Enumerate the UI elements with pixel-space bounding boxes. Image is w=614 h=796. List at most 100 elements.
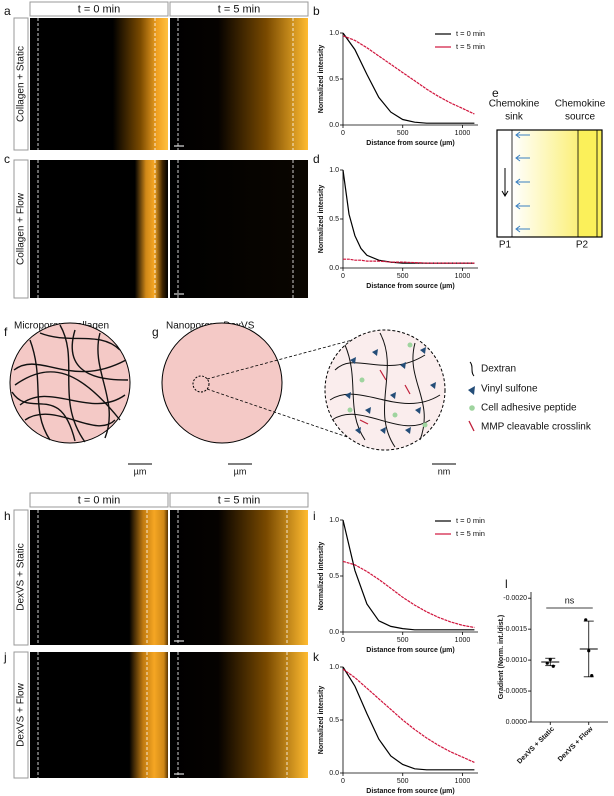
x-tick-label: 0	[341, 637, 345, 644]
legend-icon	[469, 405, 475, 411]
scale-label: nm	[438, 466, 451, 476]
header-box	[29, 492, 169, 508]
dexvs-schematic: g Nanoporous DexVS nm µm Dextran Vinyl s…	[152, 321, 592, 477]
row-box	[13, 651, 29, 779]
channel-edges	[37, 18, 294, 298]
port-label: P1	[499, 240, 512, 251]
y-tick-label: -0.0005	[503, 688, 527, 695]
x-tick-label: 1000	[455, 637, 471, 644]
series-line	[342, 519, 475, 631]
y-tick-label: 1.0	[329, 167, 339, 174]
time-header: t = 5 min	[218, 494, 261, 506]
row-box	[13, 17, 29, 151]
y-tick-label: 0.0	[329, 770, 339, 777]
sink-label: Chemokine	[489, 99, 540, 110]
series-line	[342, 668, 475, 763]
x-axis-title: Distance from source (µm)	[366, 140, 454, 147]
legend-text: Vinyl sulfone	[481, 384, 538, 395]
legend-icon	[469, 361, 475, 377]
header-box	[169, 1, 309, 17]
micrograph	[30, 160, 168, 298]
legend-text: MMP cleavable crosslink	[481, 422, 592, 433]
source-label: source	[565, 112, 595, 123]
x-axis-title: Distance from source (µm)	[366, 283, 454, 290]
micrograph	[170, 652, 308, 778]
micrograph	[170, 18, 308, 150]
time-header: t = 0 min	[78, 3, 121, 15]
micrograph	[30, 510, 168, 645]
header-box	[29, 1, 169, 17]
legend-label: t = 5 min	[456, 42, 485, 51]
micrograph	[170, 160, 308, 298]
row-label: DexVS + Flow	[16, 682, 27, 746]
legend-icon	[468, 420, 475, 432]
y-tick-label: 0.0	[329, 629, 339, 636]
data-point	[584, 618, 588, 622]
panel-label: d	[313, 152, 320, 166]
row-box	[13, 159, 29, 299]
gel-region	[512, 130, 578, 237]
series-line	[342, 560, 475, 629]
x-tick-label: DexVS + Flow	[557, 725, 595, 763]
y-tick-label: 0.5	[329, 717, 339, 724]
x-tick-label: 1000	[455, 273, 471, 280]
x-axis-title: Distance from source (µm)	[366, 788, 454, 795]
y-tick-label: -0.0010	[503, 657, 527, 664]
vinyl-sulfone-marks	[345, 347, 436, 434]
legend-text: Cell adhesive peptide	[481, 403, 577, 414]
flux-arrows	[515, 131, 530, 233]
series-line	[342, 35, 475, 115]
dextran-chains	[329, 332, 441, 448]
y-axis-title: Gradient (Norm. int./dist.)	[498, 615, 505, 699]
device-schematic: e Chemokine sink Chemokine source P1 P2	[489, 86, 606, 250]
y-tick-label: 0.0	[329, 122, 339, 129]
y-axis-title: Normalized intensity	[318, 185, 325, 254]
row-label: Collagen + Static	[16, 46, 27, 122]
peptide-marks	[347, 342, 428, 428]
panel-label: k	[313, 650, 320, 664]
row-label: DexVS + Static	[16, 543, 27, 611]
series-line	[342, 169, 475, 264]
source-label: Chemokine	[555, 99, 606, 110]
x-tick-label: 1000	[455, 778, 471, 785]
legend-label: t = 5 min	[456, 529, 485, 538]
y-axis-title: Normalized intensity	[318, 686, 325, 755]
port-label: P2	[576, 240, 589, 251]
data-point	[590, 673, 594, 678]
legend-text: Dextran	[481, 364, 516, 375]
x-tick-label: DexVS + Static	[516, 726, 556, 766]
significance-label: ns	[565, 595, 575, 605]
series-line	[342, 666, 475, 771]
legend-label: t = 0 min	[456, 29, 485, 38]
series-line	[343, 258, 475, 264]
y-tick-label: -0.0020	[503, 595, 527, 602]
source-channel	[578, 130, 602, 237]
y-tick-label: 0.0	[329, 265, 339, 272]
y-axis-title: Normalized intensity	[318, 45, 325, 114]
x-tick-label: 0	[341, 778, 345, 785]
micrograph	[170, 510, 308, 645]
scale-label: µm	[134, 466, 147, 476]
device-outline	[496, 129, 603, 238]
time-header: t = 5 min	[218, 3, 261, 15]
scale-bars	[174, 640, 184, 775]
crosslink-marks	[359, 369, 411, 425]
x-tick-label: 500	[397, 637, 409, 644]
zoom-lines	[206, 338, 357, 441]
collagen-schematic: f Microporous collagen µm	[4, 321, 152, 476]
micrograph	[30, 652, 168, 778]
flow-arrow	[501, 168, 509, 197]
panel-label: c	[4, 152, 10, 166]
y-tick-label: 1.0	[329, 30, 339, 37]
image-block-top: a c t = 0 min t = 5 min Collagen + Stati…	[4, 1, 309, 299]
panel-label: i	[313, 509, 316, 523]
row-box	[13, 509, 29, 646]
y-tick-label: 1.0	[329, 517, 339, 524]
channel-edges	[37, 510, 288, 778]
legend-label: t = 0 min	[456, 516, 485, 525]
micrograph	[30, 18, 168, 150]
panel-label: j	[3, 650, 7, 664]
zoom-region	[192, 375, 210, 393]
header-box	[169, 492, 309, 508]
